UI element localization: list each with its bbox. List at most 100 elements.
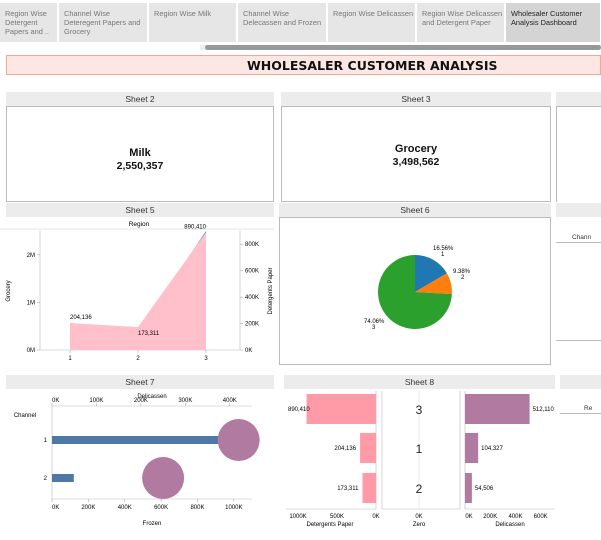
partial-sheet-header [556, 203, 601, 217]
bar-value-label: 890,410 [288, 407, 310, 413]
sheet5-marks: 204,136 173,311 890,410 [70, 224, 207, 350]
row-header-label: Channel [14, 413, 36, 419]
y2-axis-title: Detergents Paper [268, 267, 274, 314]
top-tick-label: 100K [89, 398, 103, 404]
tab-region-wise-detergent-papers[interactable]: Region Wise Detergent Papers and .. [0, 3, 58, 42]
y-axis-title: Grocery [6, 280, 12, 301]
divider [556, 242, 601, 243]
y2-tick-label: 600K [245, 269, 259, 275]
sheet2-title: Sheet 2 [6, 92, 274, 106]
kpi-label: Grocery [394, 143, 438, 155]
right-tick-label: 600K [534, 514, 548, 520]
region-header: Region [129, 221, 150, 228]
delicassen-circle [142, 457, 185, 499]
top-tick-label: 400K [223, 398, 237, 404]
divider [556, 340, 601, 341]
tab-label: Channel Wise Deteregent Papers and Groce… [64, 9, 141, 36]
partial-sheet-header [560, 375, 601, 389]
tab-label: Region Wise Delicassen [333, 9, 414, 18]
data-label: 204,136 [70, 315, 92, 321]
bottom-tick-label: 600K [154, 505, 168, 511]
detergents-paper-bar [362, 473, 376, 503]
sheet6-title: Sheet 6 [279, 203, 551, 217]
sheet8-bar-chart: 1000K 500K 0K 0K 0K 200K 400K 600K Detergents Pa… [286, 391, 555, 528]
bottom-tick-label: 800K [190, 505, 204, 511]
top-tick-label: 0K [52, 398, 59, 404]
sheet6-pie-chart: 16.56%1 9.38%2 74.06%3 [364, 246, 471, 331]
partial-sheet-card [556, 106, 601, 202]
sheet-tab-bar: Region Wise Detergent Papers and .. Chan… [0, 0, 601, 44]
dashboard-title-box: WHOLESALER CUSTOMER ANALYSIS [6, 55, 601, 75]
sheet8-marks: 890,410 3 512,110 204,136 1 104,327 173,311 2 54… [288, 394, 555, 503]
data-label: 173,311 [138, 331, 160, 337]
right-tick-label: 400K [508, 514, 522, 520]
tab-label: Region Wise Milk [154, 9, 212, 18]
detergents-paper-bar [360, 433, 376, 463]
frozen-bar [52, 436, 234, 444]
y2-tick-label: 0K [245, 348, 252, 354]
page-title: WHOLESALER CUSTOMER ANALYSIS [247, 58, 498, 73]
tab-label: Region Wise Delicassen and Detergent Pap… [422, 9, 503, 27]
tab-scrollbar-thumb[interactable] [205, 45, 601, 50]
row-label: 1 [44, 438, 48, 444]
delicassen-bar [465, 433, 479, 463]
bar-value-label: 204,136 [334, 446, 356, 452]
slice-label: 16.56% [433, 246, 454, 252]
right-tick-label: 200K [483, 514, 497, 520]
bottom-tick-label: 0K [52, 505, 59, 511]
kpi-label: Milk [129, 147, 151, 159]
sheet3-kpi-card: Grocery 3,498,562 [281, 106, 551, 202]
sheet7-bar-chart: Delicassen 0K 100K 200K 300K 400K Channel 0K 200… [14, 394, 260, 527]
sheet7-axes: Delicassen 0K 100K 200K 300K 400K Channel 0K 200… [14, 394, 252, 527]
tab-region-wise-delicassen[interactable]: Region Wise Delicassen [328, 3, 416, 42]
y2-tick-label: 200K [245, 322, 259, 328]
sheet5-title: Sheet 5 [6, 203, 274, 217]
panel-axis-title: Delicassen [495, 522, 524, 528]
kpi-value: 2,550,357 [116, 160, 164, 172]
mid-tick-label: 0K [415, 514, 422, 520]
delicassen-circle [217, 419, 260, 461]
tab-channel-wise-detergent-grocery[interactable]: Channel Wise Deteregent Papers and Groce… [59, 3, 148, 42]
bar-value-label: 512,110 [533, 407, 555, 413]
y2-tick-label: 800K [245, 242, 259, 248]
sheet8-title: Sheet 8 [284, 375, 555, 389]
bar-value-label: 104,327 [481, 446, 503, 452]
sheet3-title: Sheet 3 [281, 92, 551, 106]
sheet5-axes: 0M 1M 2M 0K 200K 400K 600K 800K 1 2 3 Grocery Deterg… [6, 231, 274, 362]
category-label: 2 [416, 482, 423, 496]
y2-tick-label: 400K [245, 295, 259, 301]
frozen-bar [52, 474, 74, 482]
left-tick-label: 500K [330, 514, 344, 520]
slice-label: 74.06% [364, 319, 385, 325]
tab-dashboard[interactable]: Wholesaler Customer Analysis Dashboard [506, 3, 601, 42]
divider [560, 413, 601, 414]
slice-name: 3 [372, 325, 376, 331]
tab-channel-wise-delicassen-frozen[interactable]: Channel Wise Delecassen and Frozen [238, 3, 327, 42]
tab-label: Region Wise Detergent Papers and .. [5, 9, 49, 36]
sheet7-marks [52, 419, 260, 499]
sheet6-marks: 16.56%1 9.38%2 74.06%3 [364, 246, 471, 331]
sheet2-kpi-card: Milk 2,550,357 [6, 106, 274, 202]
tab-label: Wholesaler Customer Analysis Dashboard [511, 9, 583, 27]
y-tick-label: 1M [27, 300, 35, 306]
pie-slice-3 [378, 255, 452, 329]
x-tick-label: 2 [136, 356, 140, 362]
category-label: 3 [416, 403, 423, 417]
data-label: 890,410 [184, 224, 206, 230]
top-tick-label: 300K [178, 398, 192, 404]
tab-region-wise-delicassen-detergent[interactable]: Region Wise Delicassen and Detergent Pap… [417, 3, 505, 42]
tab-region-wise-milk[interactable]: Region Wise Milk [149, 3, 237, 42]
bottom-tick-label: 1000K [225, 505, 242, 511]
delicassen-bar [465, 473, 472, 503]
sheet5-area-chart: Region 0M 1M 2M 0K 200K 400K 600K 800K 1 2 3 Grocer… [0, 221, 274, 362]
detergents-paper-area [70, 232, 206, 350]
pie-slice-2 [415, 273, 452, 295]
bottom-tick-label: 200K [81, 505, 95, 511]
row-label: 2 [44, 476, 48, 482]
kpi-value: 3,498,562 [392, 156, 440, 168]
bar-value-label: 173,311 [337, 486, 359, 492]
slice-name: 1 [441, 252, 445, 258]
y-tick-label: 2M [27, 253, 35, 259]
left-tick-label: 1000K [289, 514, 306, 520]
pie-slice-1 [415, 255, 447, 292]
